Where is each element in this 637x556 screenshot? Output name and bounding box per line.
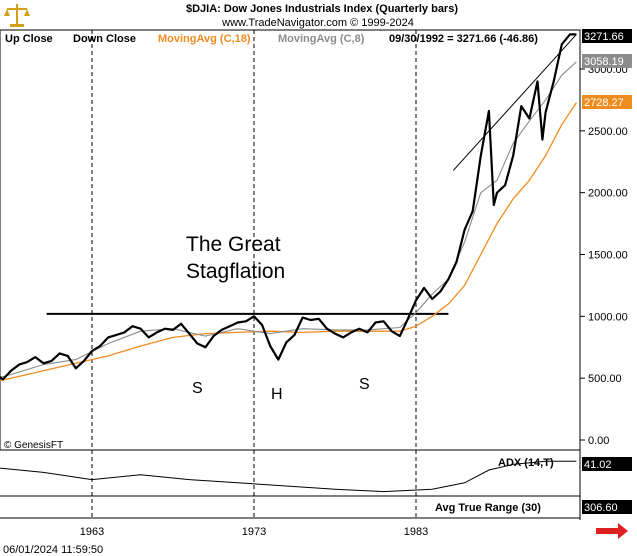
x-axis: 1963 1973 1983 bbox=[80, 526, 428, 538]
timestamp: 06/01/2024 11:59:50 bbox=[3, 544, 103, 556]
y-tick-label-0: 0.00 bbox=[588, 435, 609, 447]
x-tick-label-1973: 1973 bbox=[242, 526, 266, 538]
legend-readout: 09/30/1992 = 3271.66 (-46.86) bbox=[389, 33, 538, 45]
legend-down-close: Down Close bbox=[73, 33, 136, 45]
y-axis: 0.00500.001000.001500.002000.002500.0030… bbox=[580, 64, 628, 447]
x-tick-label-1963: 1963 bbox=[80, 526, 104, 538]
legend-ma8: MovingAvg (C,8) bbox=[278, 33, 365, 45]
price-tag-ma18: 2728.27 bbox=[582, 95, 632, 109]
adx-label: ADX (14,T) bbox=[498, 457, 554, 469]
watermark: © GenesisFT bbox=[4, 440, 63, 451]
trend-line bbox=[452, 34, 577, 171]
atr-value-tag: 306.60 bbox=[582, 500, 632, 514]
legend-up-close: Up Close bbox=[5, 33, 53, 45]
annotation-right-shoulder: S bbox=[359, 376, 370, 393]
x-tick-label-1983: 1983 bbox=[404, 526, 428, 538]
svg-text:306.60: 306.60 bbox=[584, 502, 618, 514]
y-tick-label-2000: 2000.00 bbox=[588, 188, 628, 200]
svg-text:41.02: 41.02 bbox=[584, 459, 612, 471]
legend: Up Close Down Close MovingAvg (C,18) Mov… bbox=[5, 33, 538, 45]
scale-logo bbox=[2, 2, 32, 28]
annotation-left-shoulder: S bbox=[192, 380, 203, 397]
series-ma8-line bbox=[0, 61, 577, 378]
price-tag-last: 3271.66 bbox=[582, 29, 632, 43]
chart-subtitle: www.TradeNavigator.com © 1999-2024 bbox=[221, 17, 414, 29]
adx-value-tag: 41.02 bbox=[582, 457, 632, 471]
series-close-line bbox=[0, 33, 577, 381]
grid bbox=[91, 30, 417, 518]
annotation-headline-1: The Great bbox=[186, 233, 281, 256]
y-tick-label-500: 500.00 bbox=[588, 373, 622, 385]
svg-text:3271.66: 3271.66 bbox=[584, 31, 624, 43]
y-tick-label-1500: 1500.00 bbox=[588, 250, 628, 262]
svg-text:2728.27: 2728.27 bbox=[584, 97, 624, 109]
svg-text:3058.19: 3058.19 bbox=[584, 56, 624, 68]
scroll-right-arrow-icon[interactable] bbox=[596, 523, 628, 539]
chart-title: $DJIA: Dow Jones Industrials Index (Quar… bbox=[186, 3, 458, 15]
y-tick-label-2500: 2500.00 bbox=[588, 126, 628, 138]
annotation-head: H bbox=[271, 386, 283, 403]
series-lines bbox=[0, 33, 577, 382]
adx-panel bbox=[0, 460, 577, 493]
main-plot-frame bbox=[0, 29, 581, 451]
legend-ma18: MovingAvg (C,18) bbox=[158, 33, 251, 45]
y-tick-label-1000: 1000.00 bbox=[588, 311, 628, 323]
atr-label: Avg True Range (30) bbox=[435, 502, 541, 514]
adx-line bbox=[0, 460, 577, 493]
annotation-headline-2: Stagflation bbox=[186, 260, 285, 283]
price-tag-ma8: 3058.19 bbox=[582, 54, 632, 68]
